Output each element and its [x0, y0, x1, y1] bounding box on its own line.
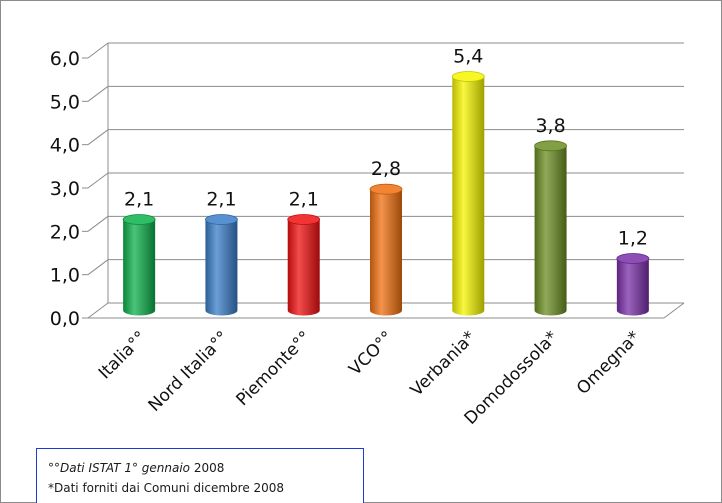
gridline-diagonal — [87, 172, 109, 189]
category-label: Italia°° — [95, 327, 151, 383]
gridline-diagonal — [87, 129, 109, 146]
bar-top — [534, 140, 567, 152]
footnote-box: °°Dati ISTAT 1° gennaio 2008 *Dati forni… — [36, 448, 364, 503]
bar-body — [616, 258, 649, 316]
value-labels: 2,1 2,1 2,1 2,8 5,4 3,8 1,2 — [124, 46, 648, 250]
bar-body — [534, 145, 567, 316]
bar-top — [287, 214, 321, 225]
y-axis-ticks: 0,0 1,0 2,0 3,0 4,0 5,0 6,0 — [50, 48, 88, 330]
bar-top — [205, 214, 238, 225]
category-label: Piemonte°° — [233, 327, 316, 410]
bar-body — [287, 219, 320, 316]
y-tick-label: 3,0 — [50, 178, 80, 200]
value-label: 2,8 — [371, 158, 401, 180]
category-label: VCO°° — [345, 327, 397, 379]
value-label: 3,8 — [535, 115, 565, 137]
bar-body — [370, 189, 402, 316]
gridline-diagonal — [87, 259, 109, 276]
footnote-line-1: °°Dati ISTAT 1° gennaio 2008 — [48, 461, 225, 475]
y-tick-label: 4,0 — [50, 135, 80, 157]
value-label: 2,1 — [289, 189, 319, 211]
y-tick-label: 5,0 — [50, 91, 80, 113]
category-label: Nord Italia°° — [145, 327, 233, 415]
floor-right-edge — [663, 302, 685, 319]
bar-top — [451, 71, 485, 82]
y-tick-label: 6,0 — [50, 48, 80, 70]
y-tick-label: 0,0 — [50, 308, 80, 330]
gridline-diagonal — [87, 85, 109, 102]
bars — [122, 71, 650, 316]
y-tick-label: 1,0 — [50, 265, 80, 287]
bar-body — [205, 219, 238, 316]
value-label: 1,2 — [618, 228, 648, 250]
x-axis-labels: Italia°°Nord Italia°° Piemonte°° VCO°° Verb… — [95, 327, 645, 428]
footnote-line-2: *Dati forniti dai Comuni dicembre 2008 — [48, 481, 285, 495]
value-label: 5,4 — [453, 46, 483, 68]
value-label: 2,1 — [206, 189, 236, 211]
gridline-diagonal — [87, 215, 109, 232]
bar-top — [122, 214, 156, 225]
bar-body — [123, 219, 156, 316]
category-label: Omegna* — [573, 327, 644, 398]
gridline-diagonal — [87, 42, 109, 59]
bar-top — [369, 183, 403, 195]
category-label: Verbania* — [407, 327, 480, 400]
y-tick-label: 2,0 — [50, 221, 80, 243]
gridline-diagonal — [87, 302, 109, 319]
value-label: 2,1 — [124, 189, 154, 211]
bar-body — [452, 76, 485, 316]
bar-top — [616, 253, 650, 264]
